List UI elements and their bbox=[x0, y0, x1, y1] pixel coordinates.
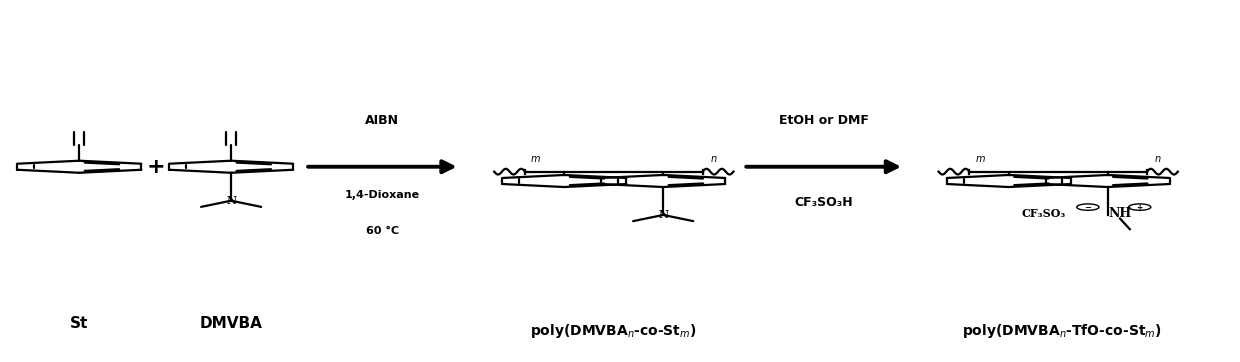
Text: poly(DMVBA$_n$-co-St$_m$): poly(DMVBA$_n$-co-St$_m$) bbox=[531, 322, 697, 340]
Text: m: m bbox=[976, 154, 985, 164]
Text: m: m bbox=[531, 154, 541, 164]
Text: +: + bbox=[1137, 203, 1143, 212]
Text: NH: NH bbox=[1109, 207, 1132, 220]
Text: 1,4-Dioxane: 1,4-Dioxane bbox=[345, 190, 420, 200]
Text: AIBN: AIBN bbox=[366, 114, 399, 127]
Text: n: n bbox=[1154, 154, 1161, 164]
Text: n: n bbox=[711, 154, 717, 164]
Text: poly(DMVBA$_n$-TfO-co-St$_m$): poly(DMVBA$_n$-TfO-co-St$_m$) bbox=[962, 322, 1162, 340]
Text: 60 °C: 60 °C bbox=[366, 226, 399, 236]
Text: St: St bbox=[71, 316, 88, 331]
Text: EtOH or DMF: EtOH or DMF bbox=[779, 114, 869, 127]
Text: +: + bbox=[146, 157, 165, 177]
Text: CF₃SO₃: CF₃SO₃ bbox=[1022, 208, 1065, 219]
Text: N: N bbox=[658, 210, 668, 220]
Text: −: − bbox=[1084, 203, 1091, 212]
Text: DMVBA: DMVBA bbox=[200, 316, 263, 331]
Text: CF₃SO₃H: CF₃SO₃H bbox=[795, 196, 853, 209]
Text: N: N bbox=[226, 195, 236, 206]
